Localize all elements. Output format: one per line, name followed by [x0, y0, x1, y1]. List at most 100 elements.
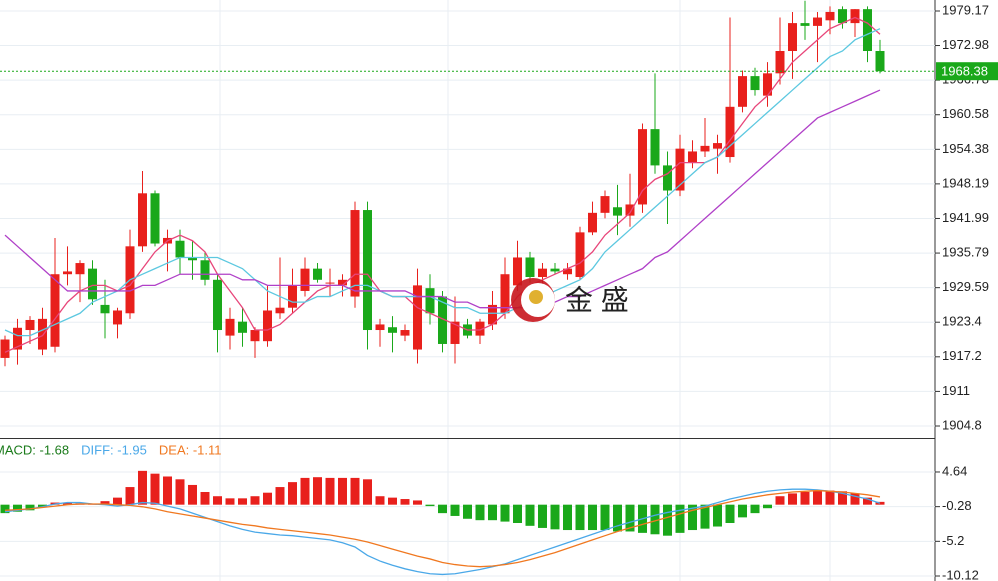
legend-label: DEA: -1.11 — [159, 442, 222, 457]
candle-body — [763, 73, 772, 96]
macd-bar — [750, 504, 760, 514]
current-price-box — [936, 62, 998, 81]
macd-bar — [138, 470, 147, 505]
macd-bar — [38, 504, 47, 508]
macd-bar — [438, 504, 447, 514]
candle-body — [38, 318, 47, 350]
candle-body — [425, 288, 435, 314]
candle-body — [525, 257, 535, 278]
candle-body — [650, 129, 660, 166]
candle-body — [13, 327, 22, 350]
y-tick-label: 1911 — [942, 383, 970, 398]
candle-body — [138, 193, 147, 247]
y-tick-label: 1954.38 — [942, 141, 989, 156]
macd-bar — [100, 501, 110, 505]
y-tick-label: 1979.17 — [942, 2, 989, 17]
candle-body — [875, 51, 885, 72]
macd-bar — [13, 504, 22, 512]
macd-bar — [713, 504, 722, 527]
candle-body — [863, 9, 872, 52]
macd-bar — [338, 477, 347, 505]
candle-body — [538, 268, 547, 278]
y-tick-label: -10.12 — [942, 567, 979, 581]
ma-line — [4, 488, 881, 576]
macd-bar — [763, 504, 772, 509]
y-tick-label: 1917.2 — [942, 348, 982, 363]
macd-bar — [288, 482, 297, 505]
macd-bar — [500, 504, 510, 522]
candle-body — [588, 212, 597, 233]
y-tick-label: 1972.98 — [942, 37, 989, 52]
legend-label: MACD: -1.68 — [0, 442, 69, 457]
macd-bar — [63, 502, 72, 505]
candle-body — [50, 274, 60, 347]
candle-body — [400, 330, 410, 336]
candle-body — [0, 339, 10, 358]
candle-body — [225, 318, 235, 336]
macd-bar — [463, 504, 472, 519]
candle-body — [788, 23, 797, 52]
legend-label: DIFF: -1.95 — [81, 442, 147, 457]
macd-bar — [250, 496, 260, 505]
macd-bar — [775, 496, 785, 505]
ma-line — [4, 28, 881, 337]
macd-bar — [488, 504, 497, 521]
candle-body — [263, 310, 272, 342]
macd-bar — [650, 504, 660, 535]
macd-bar — [825, 490, 835, 505]
candle-body — [113, 310, 122, 325]
candle-body — [350, 210, 360, 297]
candle-body — [150, 193, 160, 244]
candle-body — [825, 11, 835, 21]
candle-body — [250, 330, 260, 342]
macd-bar — [113, 497, 122, 505]
candle-body — [813, 17, 822, 26]
candle-body — [275, 307, 285, 314]
candle-body — [188, 257, 197, 261]
candle-body — [338, 279, 347, 286]
candle-body — [513, 257, 522, 286]
candle-body — [563, 268, 572, 275]
candle-body — [325, 282, 335, 284]
candle-body — [775, 51, 785, 74]
macd-bar — [225, 498, 235, 505]
macd-bar — [788, 493, 797, 505]
macd-bar — [863, 497, 872, 505]
y-tick-label: -5.2 — [942, 533, 964, 548]
candle-body — [638, 129, 647, 205]
macd-bar — [600, 504, 610, 531]
candle-body — [288, 285, 297, 308]
candle-body — [600, 196, 610, 213]
macd-bar — [800, 491, 810, 505]
candle-body — [713, 143, 722, 149]
macd-bar — [525, 504, 535, 526]
candle-body — [375, 324, 385, 331]
candle-body — [613, 207, 622, 216]
macd-bar — [838, 491, 847, 505]
macd-bar — [563, 504, 572, 531]
candle-body — [363, 210, 372, 331]
macd-bar — [850, 493, 860, 505]
macd-bar — [300, 477, 310, 505]
candle-body — [675, 148, 685, 191]
macd-bar — [0, 504, 10, 514]
candle-body — [388, 327, 397, 333]
macd-bar — [363, 479, 372, 505]
macd-bar — [575, 504, 585, 531]
candle-body — [300, 268, 310, 291]
macd-bar — [688, 504, 697, 531]
ma-line — [4, 16, 881, 353]
macd-bar — [700, 504, 710, 529]
candle-body — [213, 279, 222, 331]
y-tick-label: 1904.8 — [942, 417, 982, 432]
watermark: 金 盛 — [565, 284, 629, 315]
macd-bar — [550, 504, 560, 530]
macd-bar — [275, 487, 285, 505]
y-tick-label: 1948.19 — [942, 175, 989, 190]
y-tick-label: 1929.59 — [942, 279, 989, 294]
macd-bar — [200, 491, 210, 505]
macd-bar — [188, 484, 197, 505]
macd-bar — [725, 504, 735, 524]
